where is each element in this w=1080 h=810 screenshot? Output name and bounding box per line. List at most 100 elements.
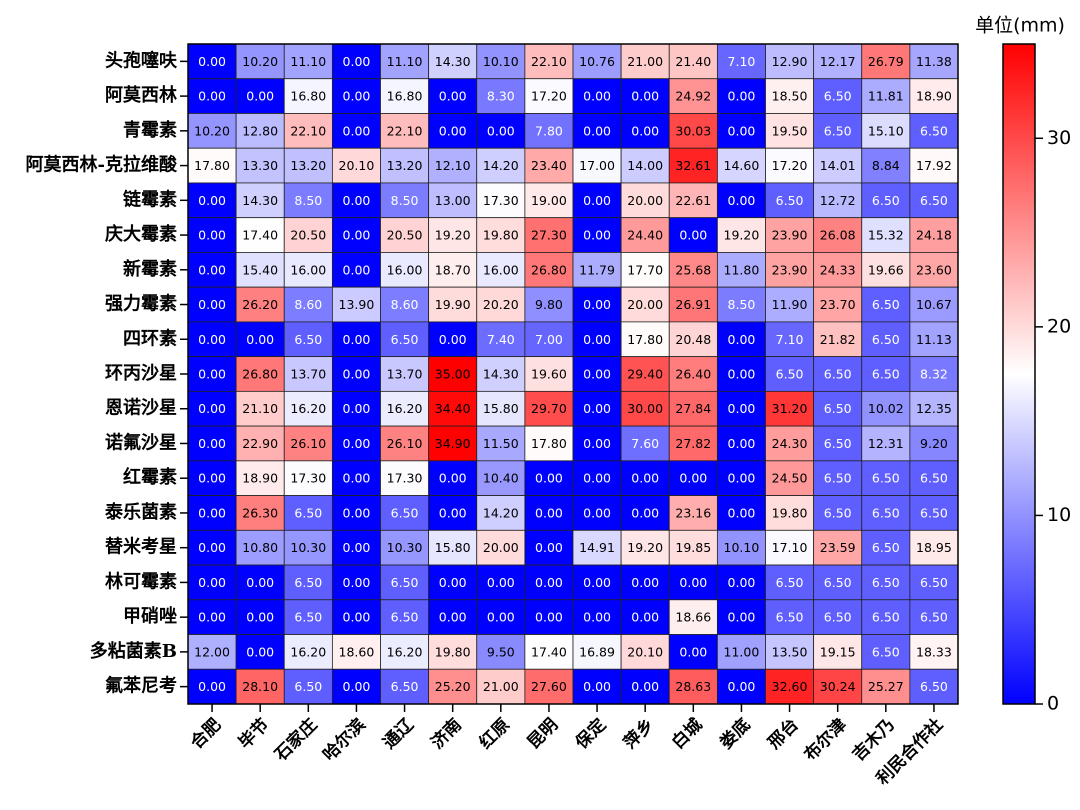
cell-label: 6.50 — [294, 610, 322, 625]
cell-label: 12.90 — [772, 54, 808, 69]
cell-label: 6.50 — [776, 610, 804, 625]
heatmap-cell — [187, 460, 237, 496]
cell-label: 11.10 — [290, 54, 326, 69]
cell-label: 6.50 — [294, 332, 322, 347]
cell-label: 6.50 — [920, 505, 948, 520]
heatmap-cell — [235, 599, 285, 635]
heatmap-cell — [331, 147, 381, 184]
heatmap-cell — [476, 529, 526, 566]
heatmap-cell — [380, 495, 430, 531]
cell-label: 0.00 — [343, 401, 371, 416]
cell-label: 23.60 — [916, 262, 952, 277]
heatmap-cell — [668, 599, 718, 635]
heatmap-cell — [428, 564, 478, 601]
heatmap-cell — [235, 668, 285, 705]
row-label: 泰乐菌素 — [104, 501, 177, 523]
heatmap-cell — [331, 356, 381, 392]
heatmap-cell — [187, 43, 237, 80]
cell-label: 34.40 — [435, 401, 471, 416]
cell-label: 0.00 — [198, 575, 226, 590]
cell-label: 14.30 — [242, 193, 278, 208]
heatmap-cell — [909, 390, 959, 427]
heatmap-cell — [716, 113, 766, 149]
heatmap-cell — [331, 182, 381, 219]
cell-label: 0.00 — [343, 471, 371, 486]
cell-label: 11.38 — [916, 54, 952, 69]
heatmap-cell — [380, 529, 430, 566]
heatmap-cell — [524, 460, 574, 496]
heatmap-cell — [765, 390, 815, 427]
heatmap-cell — [283, 182, 333, 219]
col-label: 济南 — [427, 714, 466, 753]
cell-label: 10.40 — [483, 471, 519, 486]
heatmap-cell — [861, 529, 911, 566]
cell-label: 20.50 — [290, 228, 326, 243]
heatmap-cell — [765, 460, 815, 496]
heatmap-cell — [909, 78, 959, 114]
heatmap-cell — [668, 252, 718, 288]
colorbar-tick-label: 20 — [1047, 315, 1071, 337]
heatmap-cell — [524, 147, 574, 184]
heatmap-cell — [909, 147, 959, 184]
heatmap-cell — [668, 356, 718, 392]
heatmap-cell — [765, 529, 815, 566]
heatmap-cell — [765, 599, 815, 635]
plot-frame — [187, 43, 959, 705]
heatmap-cell — [283, 286, 333, 323]
cell-label: 0.00 — [439, 89, 467, 104]
heatmap-cell — [235, 78, 285, 114]
cell-label: 0.00 — [583, 367, 611, 382]
heatmap-cell — [283, 147, 333, 184]
cell-label: 12.72 — [820, 193, 856, 208]
heatmap-cell — [909, 529, 959, 566]
heatmap-cell — [620, 182, 670, 219]
cell-label: 0.00 — [343, 262, 371, 277]
heatmap-cell — [620, 78, 670, 114]
cell-label: 0.00 — [728, 471, 756, 486]
cell-label: 27.82 — [675, 436, 711, 451]
cell-label: 24.50 — [772, 471, 808, 486]
cell-label: 19.00 — [531, 193, 567, 208]
cell-label: 6.50 — [872, 193, 900, 208]
cell-label: 30.03 — [675, 123, 711, 138]
cell-label: 16.20 — [290, 401, 326, 416]
cell-label: 14.20 — [483, 505, 519, 520]
heatmap-cell — [668, 495, 718, 531]
heatmap-cell — [283, 425, 333, 462]
cell-label: 16.80 — [387, 89, 423, 104]
heatmap-cell — [380, 668, 430, 705]
cell-label: 18.33 — [916, 644, 952, 659]
heatmap-cell — [716, 43, 766, 80]
heatmap-cell — [813, 182, 863, 219]
cell-label: 6.50 — [776, 367, 804, 382]
heatmap-cell — [716, 460, 766, 496]
heatmap-cell — [620, 147, 670, 184]
cell-label: 0.00 — [535, 471, 563, 486]
cell-label: 0.00 — [728, 332, 756, 347]
cell-label: 10.10 — [483, 54, 519, 69]
cell-label: 0.00 — [198, 540, 226, 555]
row-label: 林可霉素 — [105, 570, 177, 592]
cell-label: 0.00 — [583, 89, 611, 104]
heatmap-cell — [524, 564, 574, 601]
cell-label: 20.50 — [387, 228, 423, 243]
cell-label: 6.50 — [824, 471, 852, 486]
cell-label: 19.85 — [675, 540, 711, 555]
cell-label: 8.30 — [487, 89, 515, 104]
cell-label: 0.00 — [439, 471, 467, 486]
heatmap-cell — [572, 460, 622, 496]
heatmap-cell — [331, 321, 381, 358]
cell-label: 6.50 — [920, 193, 948, 208]
cell-label: 16.20 — [387, 644, 423, 659]
heatmap-cell — [716, 182, 766, 219]
heatmap-cell — [187, 668, 237, 705]
colorbar — [1002, 43, 1036, 705]
cell-label: 23.59 — [820, 540, 856, 555]
cell-label: 0.00 — [439, 575, 467, 590]
row-label: 四环素 — [123, 328, 177, 349]
heatmap-cell — [331, 599, 381, 635]
cell-label: 15.10 — [868, 123, 904, 138]
heatmap-cell — [187, 182, 237, 219]
cell-label: 26.91 — [675, 297, 711, 312]
cell-label: 13.20 — [387, 158, 423, 173]
